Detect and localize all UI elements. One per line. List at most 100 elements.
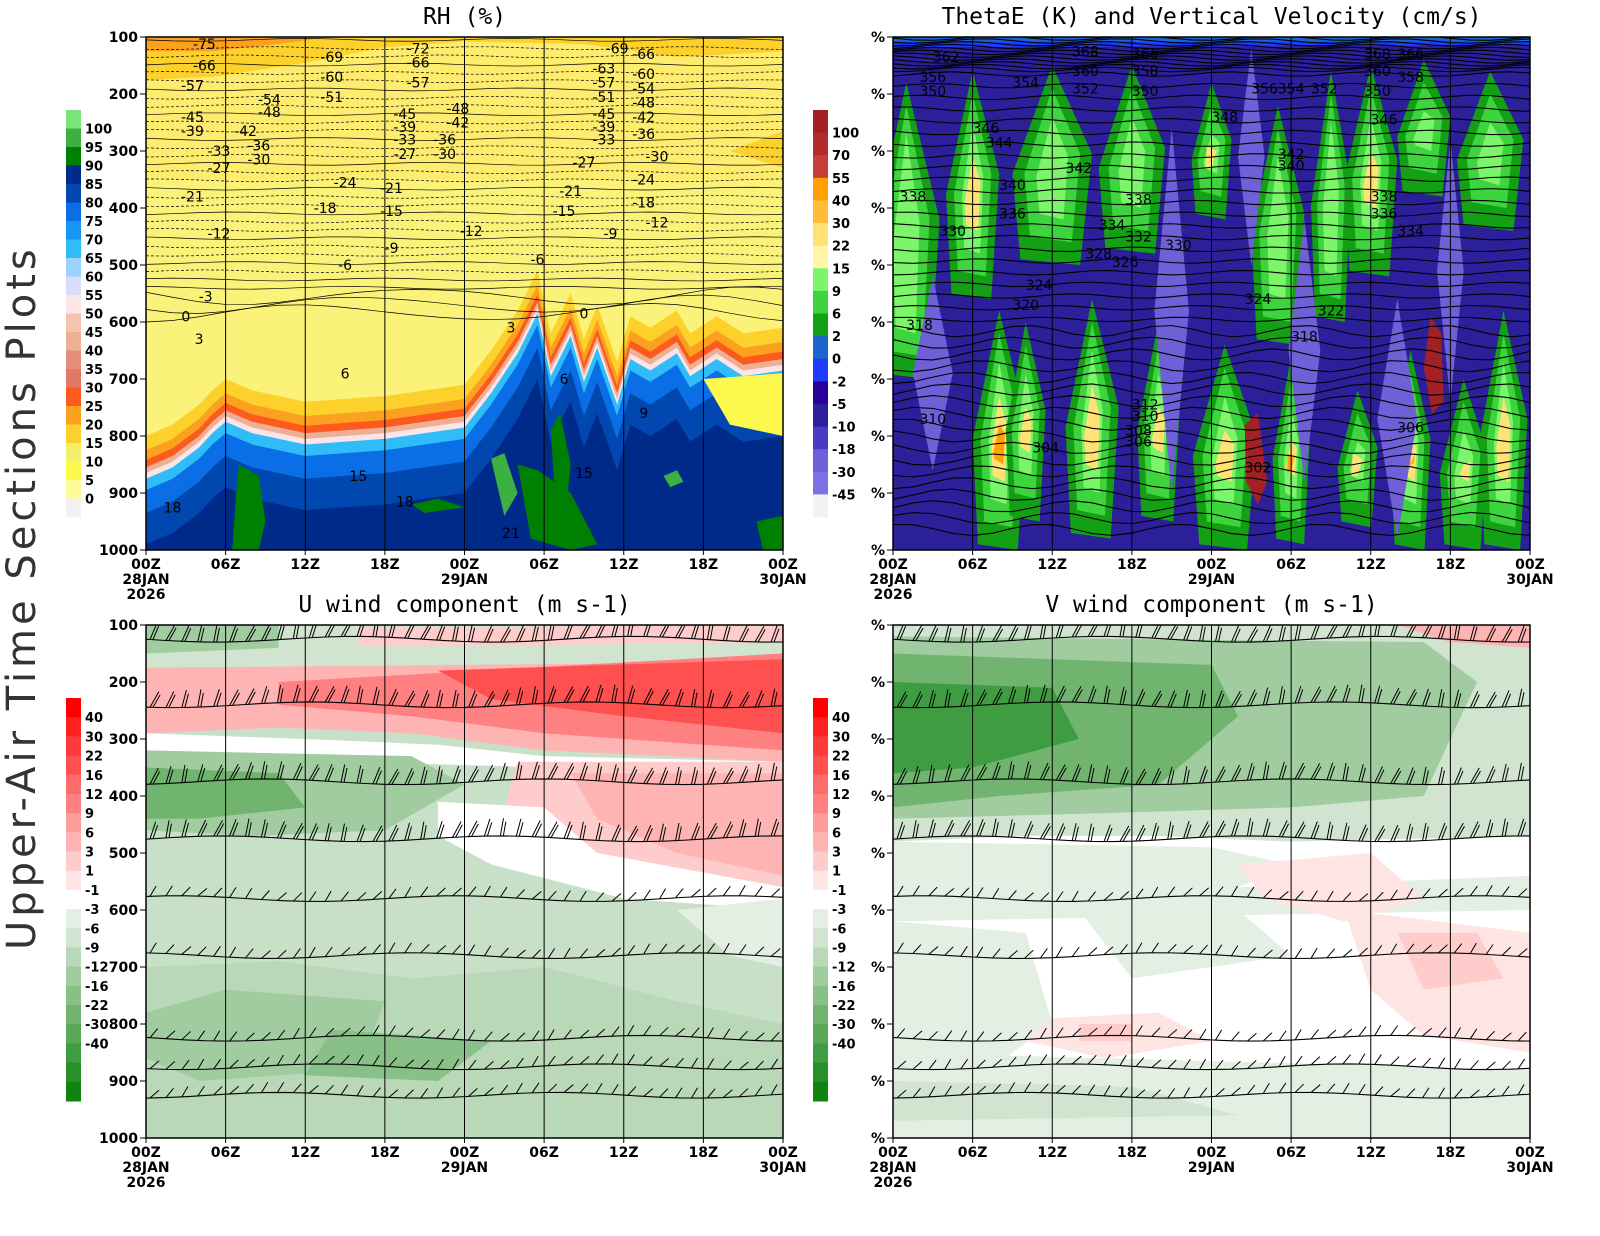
wind-barb bbox=[1039, 625, 1047, 639]
y-tick-label: 700 bbox=[109, 372, 138, 388]
contour-label: -9 bbox=[385, 241, 399, 257]
wind-barb bbox=[944, 764, 953, 782]
wind-barb bbox=[340, 823, 348, 842]
contour-label: 328 bbox=[1085, 247, 1112, 263]
wind-barb bbox=[1055, 823, 1066, 841]
colorbar-swatch bbox=[813, 717, 828, 737]
wind-barb bbox=[1406, 1057, 1417, 1067]
colorbar-swatch bbox=[813, 736, 828, 757]
wind-barb bbox=[1517, 762, 1525, 781]
colorbar-swatch bbox=[66, 443, 81, 462]
wind-barb bbox=[738, 625, 750, 642]
y-tick-label: 600 bbox=[109, 315, 138, 331]
wind-barb bbox=[324, 686, 336, 703]
contour-label: -27 bbox=[208, 161, 231, 177]
wind-barb bbox=[722, 942, 730, 954]
y-tick-label: 900 bbox=[109, 1074, 138, 1090]
wind-barb bbox=[643, 889, 651, 901]
contour-label: 310 bbox=[1132, 409, 1159, 425]
wind-barb bbox=[1485, 1088, 1496, 1098]
wind-barb bbox=[436, 1087, 444, 1099]
contour-label: -48 bbox=[632, 96, 655, 112]
wind-barb bbox=[165, 944, 175, 954]
wind-barb bbox=[1501, 886, 1510, 897]
wind-barb bbox=[1374, 625, 1381, 637]
wind-barb bbox=[372, 686, 380, 705]
mid-date-label: 29JAN bbox=[441, 1160, 488, 1176]
end-date-label: 30JAN bbox=[1506, 572, 1553, 588]
wind-barb bbox=[1215, 1059, 1224, 1070]
y-tick-label: 200 bbox=[109, 675, 138, 691]
wind-barb bbox=[1151, 886, 1159, 898]
wind-barb bbox=[229, 946, 237, 958]
contour-fill bbox=[1084, 384, 1101, 471]
wind-barb bbox=[1039, 948, 1048, 959]
contour-label: 356 bbox=[1251, 81, 1278, 97]
wind-barb bbox=[1087, 823, 1095, 842]
wind-barb bbox=[1183, 766, 1190, 784]
contour-line bbox=[146, 95, 783, 100]
contour-label: -27 bbox=[573, 155, 596, 171]
wind-barb bbox=[1199, 689, 1206, 708]
wind-barb bbox=[229, 1085, 240, 1095]
x-tick-label: 00Z bbox=[1515, 557, 1545, 573]
wind-barb bbox=[499, 1084, 509, 1095]
colorbar-swatch bbox=[66, 1081, 81, 1102]
colorbar-swatch bbox=[66, 332, 81, 351]
wind-barb bbox=[1453, 822, 1465, 840]
wind-barb bbox=[245, 625, 257, 642]
wind-barb bbox=[452, 887, 462, 897]
wind-barb bbox=[1023, 1029, 1033, 1040]
wind-barb bbox=[515, 949, 526, 959]
wind-barb bbox=[770, 762, 778, 781]
contour-label: -39 bbox=[592, 120, 615, 136]
wind-barb bbox=[1055, 891, 1064, 902]
wind-barb bbox=[1278, 625, 1286, 642]
contour-label: 338 bbox=[900, 190, 927, 206]
wind-barb bbox=[1007, 761, 1015, 780]
wind-barb bbox=[627, 625, 634, 637]
wind-barb bbox=[420, 1088, 429, 1099]
contour-label: 3 bbox=[195, 332, 204, 348]
wind-barb bbox=[1517, 818, 1527, 837]
wind-barb bbox=[928, 764, 935, 783]
colorbar-label: 70 bbox=[832, 149, 850, 164]
wind-barb bbox=[340, 947, 351, 957]
wind-barb bbox=[340, 1084, 349, 1096]
colorbar-swatch bbox=[813, 358, 828, 382]
wind-barb bbox=[611, 824, 622, 842]
wind-barb bbox=[627, 891, 637, 902]
wind-barb bbox=[261, 950, 271, 959]
contour-label: 368 bbox=[1072, 44, 1099, 60]
u-wind-panel: U wind component (m s-1) 100 200 300 400 500 6… bbox=[66, 592, 807, 1191]
wind-barb bbox=[165, 691, 176, 708]
wind-barb bbox=[372, 1024, 380, 1036]
wind-barb bbox=[1246, 886, 1255, 898]
contour-label: -75 bbox=[193, 37, 216, 53]
contour-label: -45 bbox=[592, 107, 615, 123]
wind-barb bbox=[944, 1030, 953, 1041]
wind-barb bbox=[563, 1029, 572, 1040]
wind-barb bbox=[308, 764, 320, 781]
wind-barb bbox=[896, 1028, 906, 1039]
contour-label: 356 bbox=[919, 70, 946, 86]
colorbar-label: 30 bbox=[832, 217, 850, 232]
wind-barb bbox=[213, 887, 223, 897]
wind-barb bbox=[1342, 1028, 1353, 1038]
wind-barb bbox=[1071, 890, 1079, 902]
colorbar-swatch bbox=[813, 200, 828, 224]
wind-barb bbox=[181, 1086, 189, 1098]
wind-barb bbox=[1055, 1027, 1064, 1038]
y-tick-label: 900 bbox=[109, 486, 138, 502]
x-tick-label: 00Z bbox=[1515, 1145, 1545, 1161]
contour-label: -15 bbox=[553, 204, 576, 220]
x-tick-label: 00Z bbox=[768, 557, 798, 573]
wind-barb bbox=[611, 893, 622, 902]
wind-barb bbox=[1469, 821, 1481, 839]
wind-barb bbox=[912, 885, 920, 897]
wind-barb bbox=[436, 1029, 446, 1039]
colorbar-swatch bbox=[813, 290, 828, 314]
contour-fill bbox=[1154, 128, 1189, 493]
wind-barb bbox=[452, 821, 463, 838]
wind-barb bbox=[1087, 1084, 1096, 1096]
